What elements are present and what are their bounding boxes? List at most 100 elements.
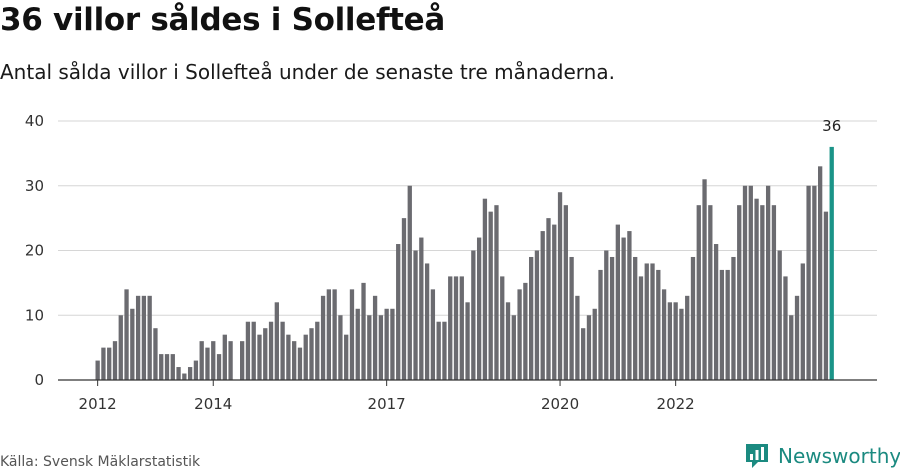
- bar: [505, 302, 511, 380]
- bar: [268, 321, 274, 380]
- bar: [737, 205, 742, 380]
- bar: [471, 250, 476, 380]
- bar: [638, 276, 644, 380]
- bar: [101, 347, 106, 380]
- bar: [286, 334, 291, 380]
- bar: [332, 289, 337, 380]
- bar: [240, 341, 245, 380]
- bar: [303, 334, 308, 380]
- bar: [245, 321, 251, 380]
- bar: [135, 295, 141, 380]
- bar: [476, 237, 482, 380]
- bar: [731, 256, 736, 380]
- bar: [488, 211, 493, 380]
- bar: [424, 263, 430, 380]
- bar: [147, 295, 152, 380]
- bar: [95, 360, 100, 380]
- source-note: Källa: Svensk Mäklarstatistik: [0, 454, 201, 470]
- bar: [581, 328, 586, 380]
- bar: [344, 334, 349, 380]
- bar: [557, 192, 563, 380]
- bar: [396, 244, 401, 380]
- bar: [760, 205, 765, 380]
- bar: [292, 341, 297, 380]
- bar: [540, 231, 545, 380]
- bar: [338, 315, 343, 380]
- bar: [789, 315, 794, 380]
- bar: [367, 315, 372, 380]
- bar: [569, 256, 574, 380]
- bar: [609, 256, 615, 380]
- bar: [633, 256, 638, 380]
- bar: [754, 198, 759, 380]
- bar: [615, 224, 620, 380]
- bar: [690, 256, 696, 380]
- bar: [500, 276, 505, 380]
- bar: [199, 341, 204, 380]
- bar: [448, 276, 453, 380]
- bar: [459, 276, 464, 380]
- bar: [297, 347, 303, 380]
- bar: [673, 302, 678, 380]
- brand-name: Newsworthy: [778, 444, 900, 468]
- bar: [644, 263, 649, 380]
- bar: [182, 373, 187, 380]
- bar: [783, 276, 788, 380]
- bar: [407, 185, 412, 380]
- bar: [529, 256, 534, 380]
- bar: [228, 341, 233, 380]
- bar: [800, 263, 805, 380]
- bar: [656, 269, 661, 380]
- newsworthy-chart-logo-icon: [746, 444, 768, 468]
- bar: [124, 289, 129, 380]
- bar: [430, 289, 436, 380]
- bar: [575, 295, 580, 380]
- bar: [818, 166, 823, 380]
- bar: [153, 328, 158, 380]
- bar: [216, 354, 222, 380]
- bar: [748, 185, 753, 380]
- bar: [193, 360, 199, 380]
- bar: [604, 250, 609, 380]
- brand-logo[interactable]: Newsworthy: [744, 442, 900, 470]
- y-tick-label: 0: [34, 371, 44, 389]
- bar: [257, 334, 262, 380]
- x-tick-label: 2017: [368, 395, 406, 413]
- bar: [118, 315, 123, 380]
- bar: [401, 218, 407, 380]
- bar: [141, 295, 147, 380]
- bar: [326, 289, 331, 380]
- bar: [812, 185, 817, 380]
- bar: [384, 308, 389, 380]
- bar: [274, 302, 279, 380]
- bar: [205, 347, 210, 380]
- bar: [823, 211, 829, 380]
- chart-title: 36 villor såldes i Sollefteå: [0, 2, 446, 38]
- x-tick-label: 2020: [541, 395, 579, 413]
- bar: [777, 250, 782, 380]
- bar: [494, 205, 499, 380]
- bar: [465, 302, 470, 380]
- bar: [679, 308, 684, 380]
- bar: [170, 354, 175, 380]
- highlight-bar: [829, 146, 834, 380]
- bar: [685, 295, 690, 380]
- bar: [696, 205, 701, 380]
- data-label: 36: [822, 117, 841, 135]
- bar: [702, 179, 707, 380]
- bar: [742, 185, 748, 380]
- bar: [355, 308, 360, 380]
- x-tick-label: 2022: [657, 395, 695, 413]
- bar: [627, 231, 632, 380]
- bar: [453, 276, 459, 380]
- bar: [563, 205, 568, 380]
- bar: [187, 367, 193, 380]
- bar: [534, 250, 540, 380]
- bar: [713, 244, 719, 380]
- bar: [309, 328, 314, 380]
- bar: [251, 321, 256, 380]
- bar: [482, 198, 488, 380]
- bar: [650, 263, 655, 380]
- bar: [378, 315, 384, 380]
